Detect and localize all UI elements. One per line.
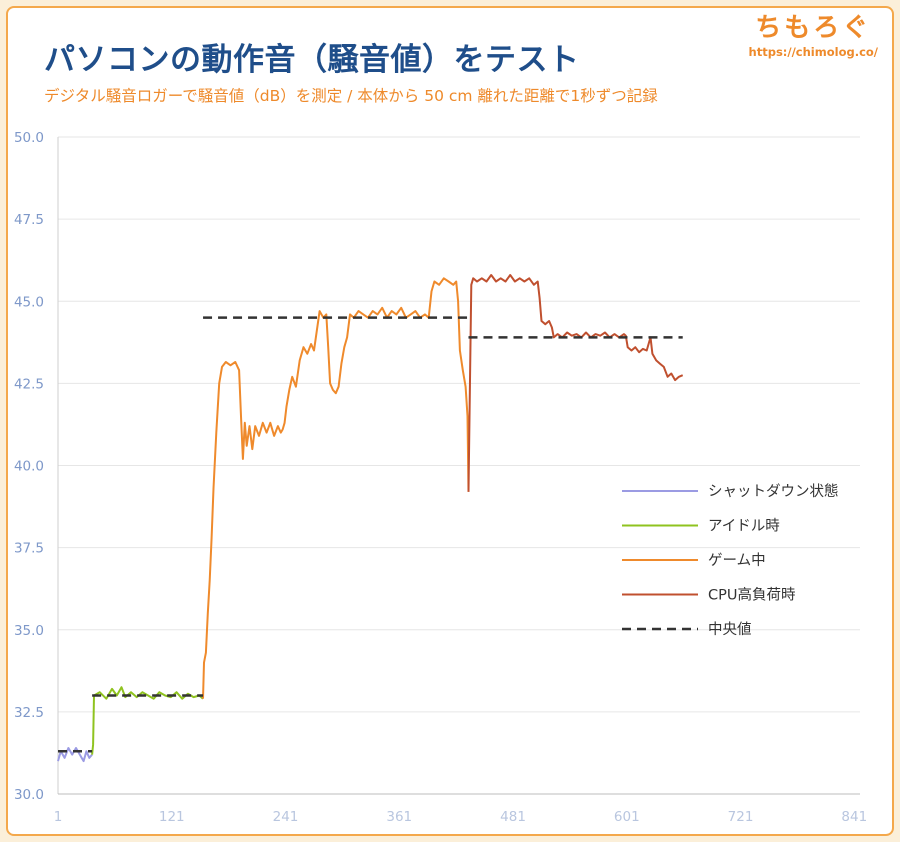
y-tick-label: 30.0 — [14, 787, 44, 803]
y-tick-label: 50.0 — [14, 130, 44, 146]
site-logo: ちもろぐ https://chimolog.co/ — [749, 10, 878, 59]
x-tick-label: 601 — [614, 809, 640, 825]
y-tick-label: 42.5 — [14, 376, 44, 392]
x-tick-label: 121 — [159, 809, 185, 825]
logo-url: https://chimolog.co/ — [748, 45, 878, 59]
series-line — [57, 747, 93, 763]
series-line — [202, 277, 470, 699]
series-line — [467, 274, 684, 492]
series-line — [91, 686, 204, 755]
x-tick-label: 841 — [841, 809, 867, 825]
x-tick-label: 361 — [386, 809, 412, 825]
legend-label: シャットダウン状態 — [708, 483, 839, 500]
y-tick-label: 45.0 — [14, 294, 44, 310]
chart-subtitle: デジタル騒音ロガーで騒音値（dB）を測定 / 本体から 50 cm 離れた距離で… — [44, 87, 658, 105]
y-tick-label: 35.0 — [14, 623, 44, 639]
legend-label: アイドル時 — [708, 518, 780, 535]
legend-label: ゲーム中 — [708, 552, 766, 569]
x-tick-label: 241 — [273, 809, 299, 825]
logo-text: ちもろぐ — [755, 13, 872, 43]
legend-label: CPU高負荷時 — [708, 587, 795, 604]
x-tick-label: 721 — [728, 809, 754, 825]
x-tick-label: 481 — [500, 809, 526, 825]
y-tick-label: 47.5 — [14, 212, 44, 228]
y-tick-label: 37.5 — [14, 541, 44, 557]
legend-label: 中央値 — [708, 621, 752, 638]
y-tick-label: 40.0 — [14, 459, 44, 475]
x-tick-label: 1 — [54, 809, 63, 825]
y-tick-label: 32.5 — [14, 705, 44, 721]
chart-title: パソコンの動作音（騒音値）をテスト — [44, 42, 580, 78]
